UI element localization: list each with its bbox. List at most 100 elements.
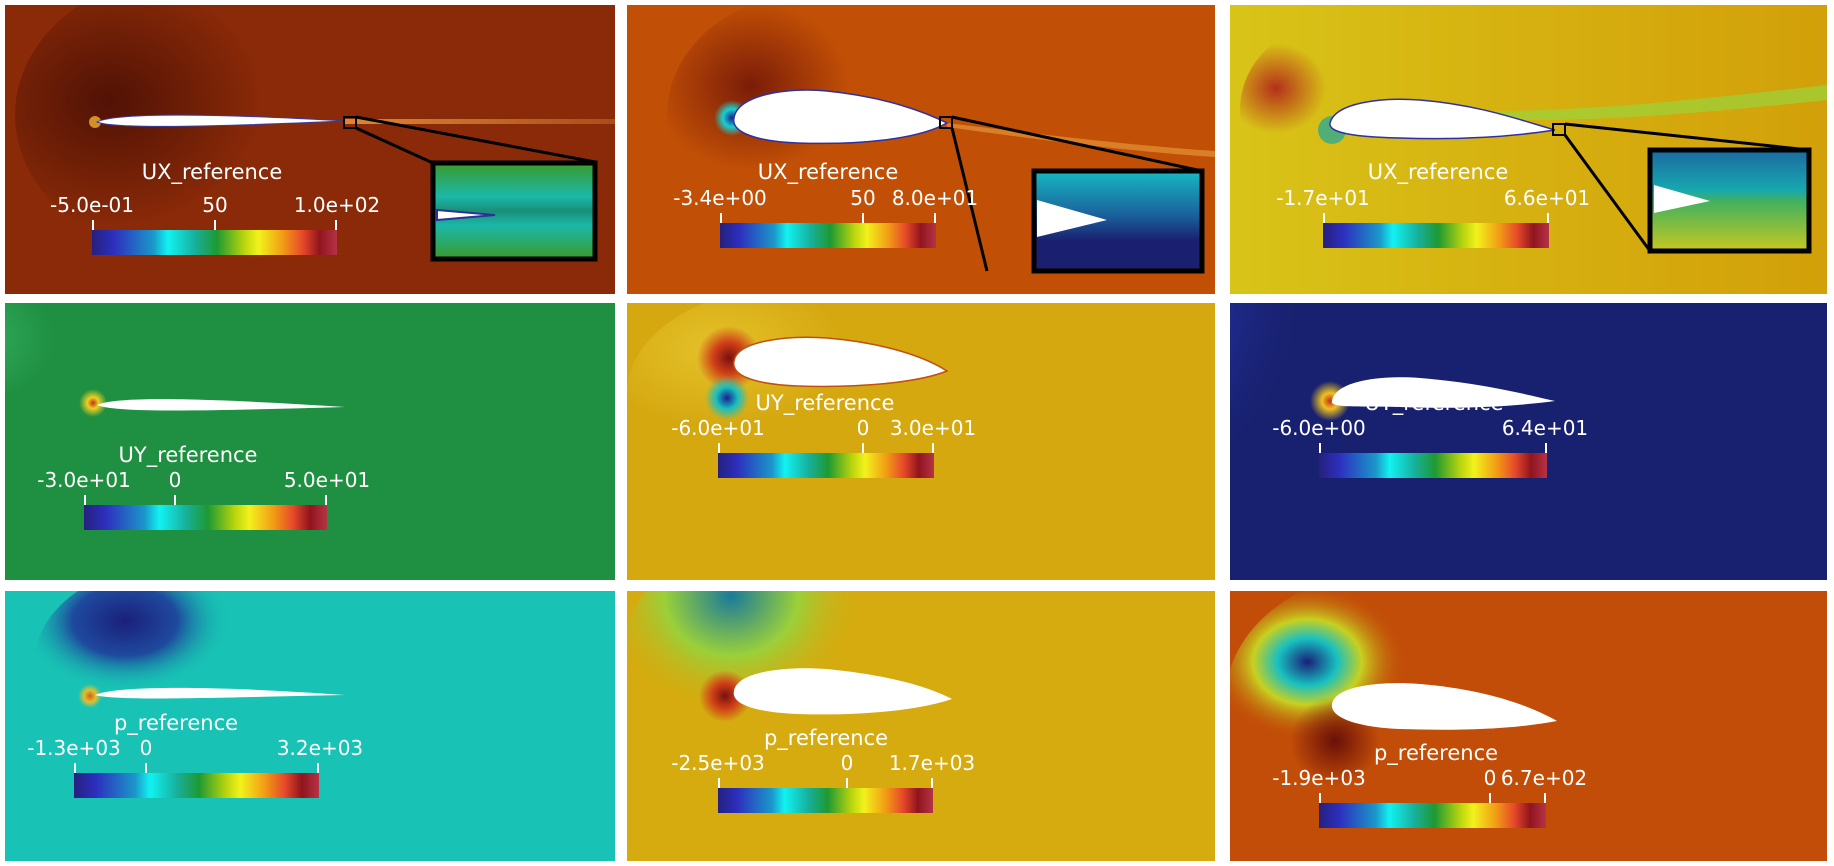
legend-title: UX_reference — [1367, 160, 1509, 184]
legend-tick-mark — [1319, 793, 1321, 803]
legend-tick-label: 0 — [1483, 766, 1497, 790]
legend-tick-label: 0 — [168, 468, 182, 492]
legend-tick-label: 1.7e+03 — [888, 751, 976, 775]
legend-tick-label: -5.0e-01 — [50, 193, 134, 217]
panel-p-1: p_reference -1.3e+03 0 3.2e+03 — [5, 591, 615, 861]
airfoil-shape — [95, 687, 345, 699]
legend-title: UY_reference — [755, 391, 895, 415]
airfoil-shape — [733, 336, 949, 388]
suction-region — [35, 591, 335, 761]
color-legend: UX_reference -3.4e+00 50 8.0e+01 — [673, 160, 978, 263]
legend-tick-label: 6.6e+01 — [1503, 186, 1591, 210]
legend-tick-mark — [934, 213, 936, 223]
legend-tick-mark — [718, 443, 720, 453]
legend-tick-mark — [214, 220, 216, 230]
legend-tick-label: -2.5e+03 — [671, 751, 765, 775]
zoom-marker — [343, 116, 357, 129]
flow-field-uy-3 — [1230, 303, 1827, 580]
color-legend: UY_reference -6.0e+01 0 3.0e+01 — [671, 391, 976, 491]
legend-title: UX_reference — [757, 160, 899, 184]
legend-tick-label: -1.9e+03 — [1272, 766, 1366, 790]
legend-title: UX_reference — [141, 160, 283, 184]
zoom-marker — [939, 116, 953, 129]
stagnation-point — [78, 684, 102, 708]
wake — [1430, 85, 1827, 121]
legend-color-bar — [1319, 453, 1547, 478]
legend-tick-mark — [317, 763, 319, 773]
color-legend: p_reference -1.9e+03 0 6.7e+02 — [1272, 741, 1587, 851]
zoom-connector-line — [355, 126, 434, 165]
legend-tick-mark — [862, 213, 864, 223]
legend-tick-mark — [84, 495, 86, 505]
legend-tick-label: 5.0e+01 — [283, 468, 371, 492]
legend-tick-mark — [1544, 793, 1546, 803]
legend-tick-mark — [931, 778, 933, 788]
panel-uy-2: UY_reference -6.0e+01 0 3.0e+01 — [627, 303, 1215, 580]
panel-uy-3: UY_reference -6.0e+00 6.4e+01 — [1230, 303, 1827, 580]
panel-uy-1: UY_reference -3.0e+01 0 5.0e+01 — [5, 303, 615, 580]
airfoil-shape — [733, 668, 952, 715]
legend-tick-label: 6.7e+02 — [1500, 766, 1588, 790]
legend-tick-label: 0 — [840, 751, 854, 775]
legend-tick-label: 0 — [139, 736, 153, 760]
legend-tick-label: -6.0e+00 — [1272, 416, 1366, 440]
airfoil-shape — [733, 89, 949, 145]
zoom-connector-line — [950, 127, 989, 272]
stagnation-point — [79, 389, 107, 417]
legend-tick-label: -3.4e+00 — [673, 186, 767, 210]
zoom-marker — [1552, 123, 1566, 136]
legend-color-bar — [718, 453, 934, 478]
legend-tick-label: 0 — [856, 416, 870, 440]
airfoil-shape — [1331, 683, 1557, 730]
legend-color-bar — [720, 223, 936, 248]
legend-tick-mark — [720, 213, 722, 223]
flow-field-p-1 — [5, 591, 615, 861]
zoom-inset — [1031, 168, 1205, 274]
color-legend: p_reference -2.5e+03 0 1.7e+03 — [671, 726, 975, 836]
stagnation-point — [705, 376, 749, 420]
flow-field-ux-1 — [5, 5, 615, 294]
low-velocity-region — [15, 5, 355, 255]
color-legend: UX_reference -5.0e-01 50 1.0e+02 — [50, 160, 380, 260]
legend-tick-mark — [718, 778, 720, 788]
panel-p-3: p_reference -1.9e+03 0 6.7e+02 — [1230, 591, 1827, 861]
legend-title: p_reference — [113, 711, 239, 735]
legend-color-bar — [84, 505, 327, 530]
upwash-region — [1230, 303, 1610, 580]
legend-title: p_reference — [1373, 741, 1499, 765]
legend-title: UY_reference — [1364, 391, 1504, 415]
wake — [345, 119, 615, 124]
legend-color-bar — [92, 230, 337, 255]
legend-tick-mark — [932, 443, 934, 453]
legend-tick-mark — [1319, 443, 1321, 453]
legend-tick-label: -1.3e+03 — [27, 736, 121, 760]
legend-tick-mark — [846, 778, 848, 788]
legend-tick-label: 3.2e+03 — [276, 736, 364, 760]
legend-tick-label: -1.7e+01 — [1276, 186, 1370, 210]
color-legend: UY_reference -3.0e+01 0 5.0e+01 — [37, 443, 370, 553]
legend-color-bar — [1323, 223, 1549, 248]
legend-tick-label: 6.4e+01 — [1501, 416, 1589, 440]
panel-ux-2: UX_reference -3.4e+00 50 8.0e+01 — [627, 5, 1215, 294]
legend-tick-mark — [1545, 443, 1547, 453]
legend-tick-label: 3.0e+01 — [889, 416, 977, 440]
legend-tick-mark — [1323, 213, 1325, 223]
airfoil-shape — [1331, 377, 1555, 408]
stagnation-point — [89, 116, 101, 128]
panel-ux-3: UX_reference -1.7e+01 6.6e+01 — [1230, 5, 1827, 294]
airfoil-shape — [97, 399, 345, 411]
legend-tick-label: 50 — [850, 186, 876, 210]
legend-tick-mark — [335, 220, 337, 230]
legend-tick-mark — [92, 220, 94, 230]
color-legend: p_reference -1.3e+03 0 3.2e+03 — [27, 711, 363, 821]
legend-color-bar — [74, 773, 319, 798]
upwash-region — [5, 303, 230, 493]
legend-tick-mark — [1547, 213, 1549, 223]
zoom-inset — [1647, 147, 1812, 254]
legend-tick-label: -3.0e+01 — [37, 468, 131, 492]
legend-tick-label: 8.0e+01 — [891, 186, 979, 210]
zoom-connector-line — [951, 115, 1203, 173]
flow-field-uy-1 — [5, 303, 615, 580]
flow-field-uy-2 — [627, 303, 1215, 580]
legend-tick-label: 50 — [202, 193, 228, 217]
